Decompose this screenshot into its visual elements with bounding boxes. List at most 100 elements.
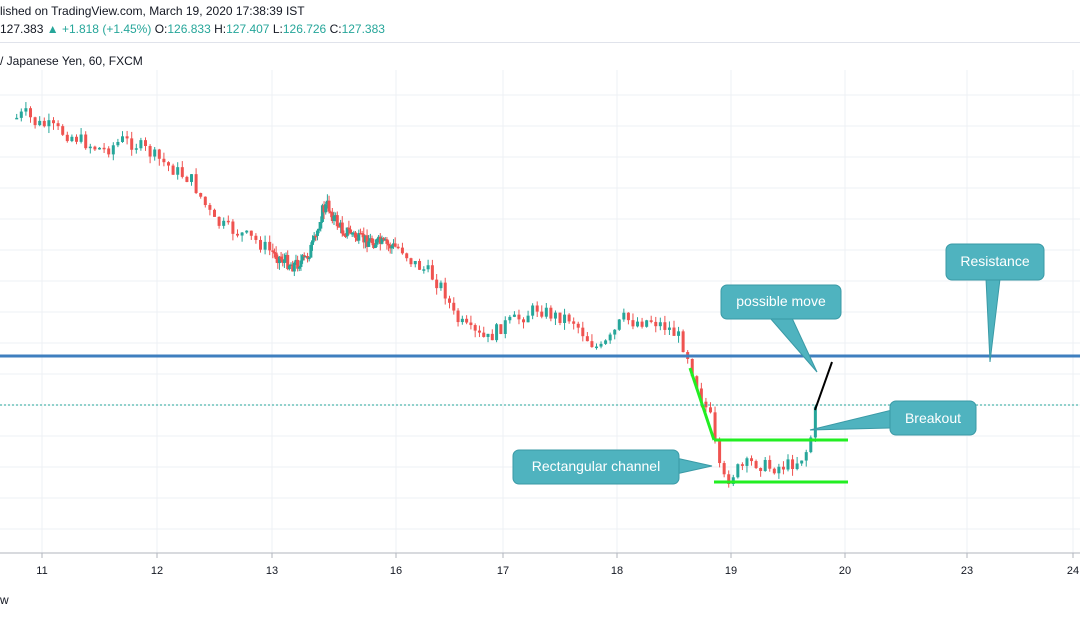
candle-body	[213, 209, 216, 217]
candle-body	[345, 227, 349, 237]
candle-body	[144, 140, 147, 147]
candle-body	[355, 237, 359, 241]
high-label: H:	[214, 22, 227, 36]
candle-body	[613, 329, 617, 335]
candle-body	[190, 174, 193, 182]
candle-body	[42, 120, 46, 127]
candle-body	[517, 314, 521, 320]
candle-body	[585, 336, 589, 342]
candle-body	[317, 228, 321, 231]
candle-body	[590, 341, 594, 348]
candle-body	[61, 126, 65, 135]
candle-body	[626, 312, 630, 321]
candle-body	[311, 240, 315, 245]
candle-body	[65, 134, 69, 142]
candle-body	[791, 459, 795, 470]
candle-body	[387, 243, 391, 246]
candle-body	[378, 236, 382, 244]
candle-body	[33, 117, 37, 126]
candle-body	[362, 234, 366, 243]
candle-body	[363, 235, 367, 243]
candle-body	[302, 255, 306, 257]
candle-body	[549, 307, 553, 319]
candle-body	[736, 464, 740, 478]
candle-body	[426, 265, 430, 270]
candle-body	[350, 233, 354, 235]
candle-body	[777, 466, 781, 474]
candle-body	[281, 259, 285, 263]
candle-body	[567, 314, 571, 322]
candle-body	[465, 318, 469, 323]
candle-body	[409, 258, 413, 265]
candle-body	[544, 307, 548, 317]
candle-body	[558, 312, 562, 323]
candle-body	[631, 320, 635, 327]
close-label: C:	[329, 22, 342, 36]
candle-body	[294, 259, 298, 263]
callout-breakout-label: Breakout	[905, 410, 961, 426]
candle-body	[405, 253, 409, 259]
candle-body	[727, 474, 731, 485]
open-value: 126.833	[167, 22, 211, 36]
callout-possible-move: possible move	[720, 284, 842, 373]
open-label: O:	[154, 22, 168, 36]
candle-body	[344, 235, 348, 237]
candle-body	[663, 322, 667, 330]
x-tick-label: 20	[839, 565, 851, 577]
candle-body	[272, 252, 276, 254]
price-change: ▲ +1.818 (+1.45%)	[46, 22, 152, 36]
candle-body	[396, 246, 400, 249]
candle-body	[226, 220, 230, 223]
candle-body	[337, 226, 341, 228]
candle-body	[327, 200, 331, 212]
possible-move-line	[814, 361, 833, 411]
candle-body	[176, 167, 180, 175]
candle-body	[540, 311, 544, 317]
candle-body	[508, 316, 512, 321]
candle-body	[52, 120, 55, 124]
candle-body	[813, 406, 817, 438]
candle-body	[375, 238, 379, 245]
trend-drop-line	[688, 367, 716, 441]
candle-body	[768, 459, 772, 469]
close-value: 127.383	[341, 22, 385, 36]
low-value: 126.726	[282, 22, 327, 36]
footer-text: w	[0, 593, 9, 607]
header-divider	[0, 42, 1080, 43]
candle-body	[522, 319, 526, 323]
candle-body	[370, 238, 374, 244]
candle-body	[38, 120, 42, 126]
symbol-title: / Japanese Yen, 60, FXCM	[0, 54, 143, 68]
candle-body	[599, 343, 603, 347]
candle-body	[439, 282, 443, 289]
candle-body	[622, 312, 626, 320]
candle-body	[268, 241, 272, 251]
x-tick-label: 16	[390, 565, 402, 577]
candle-body	[645, 320, 649, 327]
candle-body	[809, 437, 813, 453]
candle-body	[335, 215, 339, 227]
candle-body	[111, 145, 115, 155]
candle-body	[19, 111, 23, 118]
candle-body	[93, 146, 97, 150]
callout-resistance: Resistance	[945, 243, 1045, 363]
candle-body	[75, 136, 78, 142]
candle-body	[312, 235, 316, 241]
candle-body	[349, 229, 353, 234]
candle-body	[299, 260, 303, 267]
candle-body	[745, 458, 749, 466]
candle-body	[139, 140, 143, 149]
candle-body	[649, 320, 653, 322]
candle-body	[130, 138, 134, 150]
candle-body	[695, 376, 699, 389]
high-value: 127.407	[226, 22, 270, 36]
candle-body	[304, 256, 308, 258]
candle-body	[148, 146, 152, 157]
candle-body	[372, 243, 376, 248]
candle-body	[640, 321, 644, 327]
candle-body	[319, 221, 323, 229]
candle-body	[330, 212, 334, 221]
candle-body	[208, 205, 212, 210]
candle-body	[47, 120, 51, 127]
